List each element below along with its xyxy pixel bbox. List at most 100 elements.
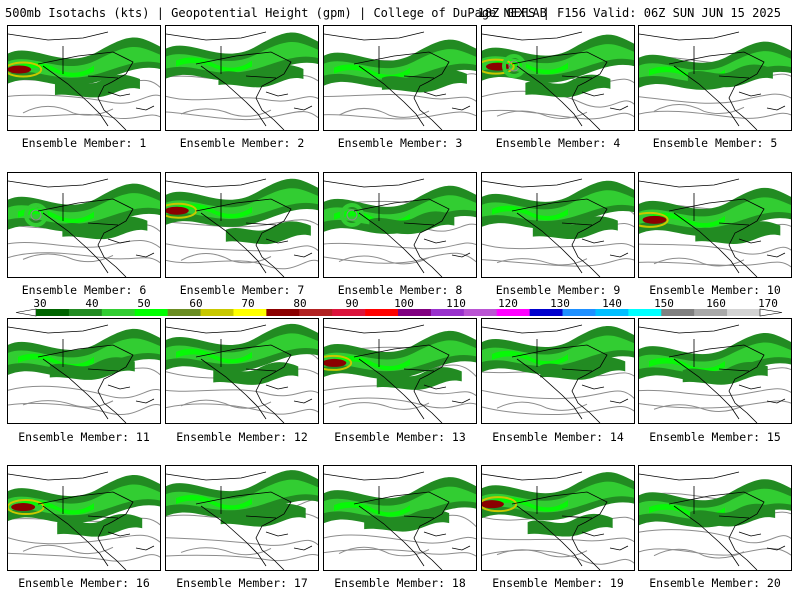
colorbar-tick-label: 110 [446, 297, 466, 310]
colorbar-swatch [694, 309, 728, 316]
ensemble-member-label: Ensemble Member: 2 [179, 136, 305, 150]
ensemble-map-panel [638, 465, 792, 571]
coastlines [166, 471, 313, 570]
map-canvas [324, 324, 476, 423]
ensemble-member-label: Ensemble Member: 6 [21, 283, 147, 297]
colorbar-swatch [562, 309, 596, 316]
isotach-colorbar: 30 40 50 60 70 80 90 100 110 120 130 140 150 160 170 [8, 297, 790, 319]
ensemble-map-panel [165, 465, 319, 571]
ensemble-member-label: Ensemble Member: 4 [495, 136, 621, 150]
colorbar-swatch [332, 309, 366, 316]
ensemble-member-label: Ensemble Member: 1 [21, 136, 147, 150]
map-canvas [482, 178, 634, 277]
colorbar-tick-label: 40 [85, 297, 98, 310]
isotach-shading [8, 37, 160, 98]
ensemble-member-label: Ensemble Member: 7 [179, 283, 305, 297]
colorbar-graphic: 30 40 50 60 70 80 90 100 110 120 130 140 150 160 170 [15, 297, 783, 317]
ensemble-member-label: Ensemble Member: 8 [337, 283, 463, 297]
coastlines [482, 471, 629, 570]
isotach-shading [324, 39, 476, 93]
ensemble-member-label: Ensemble Member: 20 [649, 576, 781, 590]
isotach-shading [482, 326, 634, 380]
ensemble-map-panel [481, 25, 635, 131]
coastlines [639, 324, 786, 423]
colorbar-swatch [661, 309, 695, 316]
map-canvas [166, 31, 318, 130]
map-canvas [482, 31, 634, 130]
ensemble-map-panel [638, 172, 792, 278]
colorbar-swatch [496, 309, 530, 316]
coastlines [324, 471, 471, 570]
coastlines [482, 178, 629, 277]
isotach-shading [639, 333, 791, 385]
colorbar-swatch [463, 309, 498, 316]
colorbar-tick-label: 60 [189, 297, 202, 310]
coastlines [324, 324, 471, 423]
colorbar-tick-label: 160 [706, 297, 726, 310]
isotach-shading [324, 331, 476, 390]
ensemble-member-label: Ensemble Member: 9 [495, 283, 621, 297]
map-canvas [639, 178, 791, 277]
map-canvas [482, 324, 634, 423]
ensemble-member-label: Ensemble Member: 14 [492, 430, 624, 444]
isotach-shading [482, 472, 634, 537]
colorbar-tick-label: 90 [345, 297, 358, 310]
colorbar-tick-label: 80 [293, 297, 306, 310]
colorbar-tick-label: 70 [241, 297, 254, 310]
ensemble-map-panel [323, 465, 477, 571]
map-canvas [639, 324, 791, 423]
isotach-shading [8, 329, 160, 380]
coastlines [166, 31, 313, 130]
coastlines [324, 31, 471, 130]
ensemble-map-panel [323, 25, 477, 131]
coastlines [639, 178, 786, 277]
ensemble-map-panel [323, 318, 477, 424]
colorbar-swatch [68, 309, 103, 316]
map-canvas [324, 178, 476, 277]
colorbar-swatch [299, 309, 333, 316]
ensemble-map-panel [7, 318, 161, 424]
map-canvas [166, 178, 318, 277]
isotach-shading [324, 185, 476, 235]
map-canvas [324, 31, 476, 130]
colorbar-swatch [628, 309, 662, 316]
colorbar-tick-label: 140 [602, 297, 622, 310]
colorbar-swatch [398, 309, 432, 316]
colorbar-tick-label: 150 [654, 297, 674, 310]
colorbar-swatch [727, 309, 761, 316]
colorbar-swatch [266, 309, 300, 316]
ensemble-member-label: Ensemble Member: 18 [334, 576, 466, 590]
colorbar-tick-label: 170 [758, 297, 778, 310]
ensemble-map-panel [165, 318, 319, 424]
coastlines [166, 178, 313, 277]
ensemble-member-label: Ensemble Member: 10 [649, 283, 781, 297]
map-canvas [482, 471, 634, 570]
ensemble-member-label: Ensemble Member: 17 [176, 576, 308, 590]
coastlines [166, 324, 313, 423]
colorbar-swatch [36, 309, 70, 316]
isotach-shading [8, 475, 160, 537]
ensemble-member-label: Ensemble Member: 5 [652, 136, 778, 150]
coastlines [8, 324, 155, 423]
ensemble-map-panel [7, 465, 161, 571]
isotach-shading [166, 178, 318, 245]
map-canvas [8, 31, 160, 130]
ensemble-member-label: Ensemble Member: 11 [18, 430, 150, 444]
isotach-shading [8, 183, 160, 240]
colorbar-swatch [529, 309, 563, 316]
ensemble-map-panel [165, 172, 319, 278]
map-canvas [639, 31, 791, 130]
colorbar-swatch [365, 309, 399, 316]
colorbar-tick-label: 130 [550, 297, 570, 310]
colorbar-swatch [430, 309, 465, 316]
coastlines [8, 178, 155, 277]
colorbar-tick-label: 120 [498, 297, 518, 310]
ensemble-member-label: Ensemble Member: 19 [492, 576, 624, 590]
ensemble-map-panel [165, 25, 319, 131]
colorbar-swatch [595, 309, 629, 316]
coastlines [639, 471, 786, 570]
map-canvas [324, 471, 476, 570]
ensemble-map-panel [638, 25, 792, 131]
map-canvas [639, 471, 791, 570]
colorbar-arrow-left [15, 308, 37, 317]
